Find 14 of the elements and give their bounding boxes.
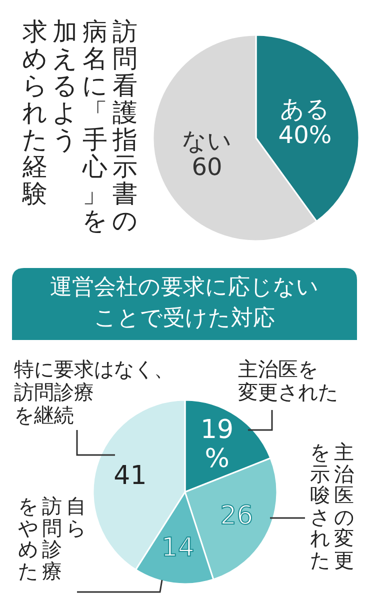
data-label: 41 xyxy=(112,460,148,491)
data-label: 19% xyxy=(200,415,235,474)
data-label: 40% xyxy=(278,121,332,150)
chart-title: 運営会社の要求に応じないことで受けた対応 xyxy=(49,274,320,333)
slice-label: 主治医を変更された xyxy=(238,357,338,404)
slice-label: ある xyxy=(280,94,330,123)
data-label: 60 xyxy=(192,152,222,181)
data-label: 14 xyxy=(160,533,196,564)
slice-label: ない xyxy=(182,126,232,154)
data-label: 26 xyxy=(219,500,254,531)
chart-title: 訪問看護指示書の病名に「手心」を加えるよう求められた経験 xyxy=(22,17,138,235)
category-label: 主治医の変更を示唆された xyxy=(310,440,354,572)
category-label: 自ら訪問診療をやめた xyxy=(18,494,86,583)
slice-label: 特に要求はなく、訪問診療を継続 xyxy=(14,357,174,427)
